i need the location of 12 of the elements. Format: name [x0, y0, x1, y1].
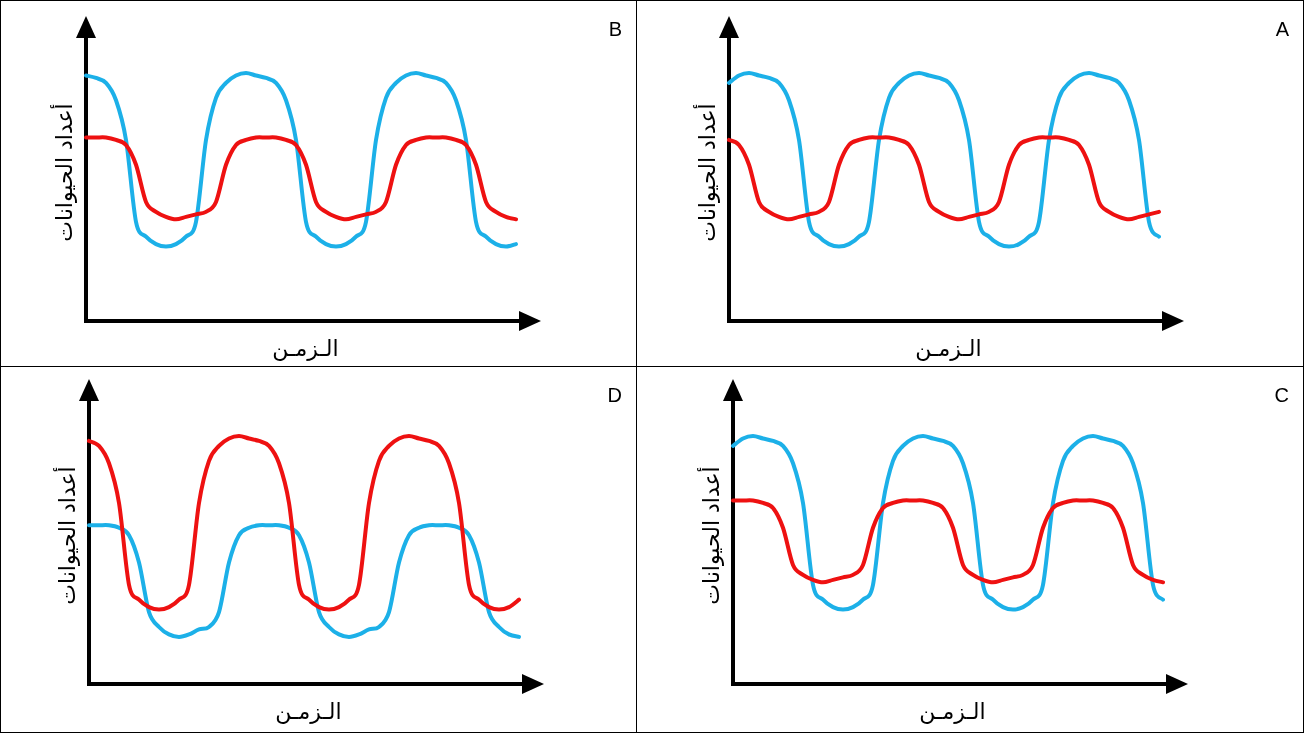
- y-axis-title: أعداد الحيوانات: [53, 466, 80, 605]
- text: D: [607, 384, 622, 406]
- text: C: [1274, 384, 1289, 406]
- text: B: [608, 18, 622, 40]
- x-axis-title: الـزمـن: [272, 336, 339, 361]
- y-axis-title: أعداد الحيوانات: [693, 103, 720, 242]
- y-axis-title: أعداد الحيوانات: [697, 466, 724, 605]
- x-axis-title: الـزمـن: [275, 699, 342, 724]
- y-axis-title: أعداد الحيوانات: [50, 103, 77, 242]
- x-axis-title: الـزمـن: [915, 336, 982, 361]
- x-axis-title: الـزمـن: [919, 699, 986, 724]
- text: A: [1275, 18, 1290, 40]
